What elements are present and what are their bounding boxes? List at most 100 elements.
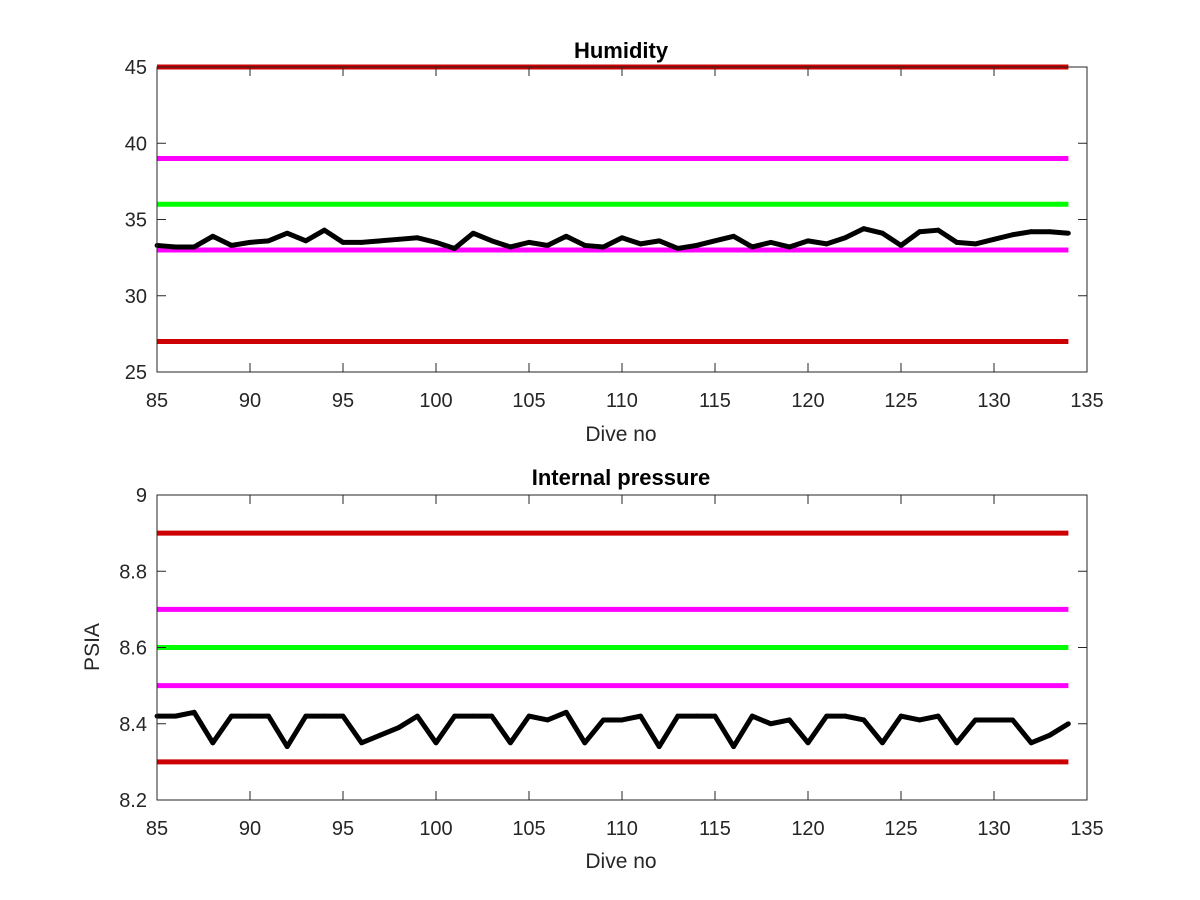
humidity-data-point [954, 239, 960, 245]
pressure-data-point [973, 717, 978, 723]
humidity-data-point [1010, 232, 1015, 238]
humidity-series [156, 226, 1069, 251]
humidity-x-ticks: 85 90 95 100 105 110 115 120 125 130 135 [146, 67, 1104, 412]
humidity-x-tick-label: 105 [512, 390, 545, 412]
pressure-y-tick-label: 8.4 [119, 714, 147, 736]
humidity-data-point [303, 238, 309, 244]
pressure-data-point [917, 717, 922, 723]
humidity-data-point [508, 244, 513, 250]
pressure-data-point [173, 713, 179, 719]
pressure-data-point [861, 717, 867, 723]
pressure-data-point [433, 740, 439, 746]
humidity-data-point [731, 233, 736, 239]
humidity-data-point [340, 239, 346, 245]
humidity-data-point [210, 233, 216, 239]
humidity-chart: 85 90 95 100 105 110 115 120 125 130 135 25 30 35 40 4… [125, 38, 1104, 446]
pressure-data-point [508, 740, 513, 746]
humidity-y-tick-label: 25 [125, 362, 147, 384]
pressure-series [157, 709, 1070, 750]
pressure-x-tick-label: 105 [512, 818, 545, 840]
humidity-data-point [563, 233, 569, 239]
pressure-y-tick-label: 8.8 [119, 561, 147, 583]
pressure-data-point [303, 713, 309, 719]
pressure-title: Internal pressure [532, 465, 711, 490]
humidity-x-tick-label: 100 [419, 390, 452, 412]
pressure-data-point [991, 717, 997, 723]
humidity-data-point [712, 238, 718, 244]
pressure-points [154, 709, 1071, 750]
pressure-data-point [526, 713, 532, 719]
humidity-x-tick-label: 115 [699, 390, 731, 412]
humidity-data-point [842, 235, 848, 241]
pressure-data-point [210, 740, 216, 746]
pressure-data-point [1010, 717, 1015, 723]
pressure-data-point [787, 717, 792, 723]
humidity-data-point [452, 246, 457, 251]
humidity-x-tick-label: 85 [146, 390, 168, 412]
humidity-data-point [935, 227, 941, 233]
pressure-data-point [340, 713, 346, 719]
pressure-data-point [247, 713, 253, 719]
pressure-data-point [805, 740, 811, 746]
humidity-y-tick-label: 40 [125, 133, 147, 155]
humidity-x-tick-label: 130 [977, 390, 1010, 412]
pressure-data-point [880, 740, 885, 746]
humidity-data-point [545, 243, 550, 248]
humidity-x-tick-label: 125 [884, 390, 917, 412]
pressure-data-point [1066, 721, 1071, 727]
pressure-data-point [396, 725, 402, 730]
humidity-data-point [787, 244, 792, 250]
pressure-y-tick-label: 8.6 [119, 638, 147, 660]
pressure-data-point [191, 709, 197, 715]
pressure-data-point [898, 713, 904, 719]
pressure-data-line-0 [157, 709, 1070, 750]
humidity-data-point [191, 244, 197, 250]
pressure-y-axis-label: PSIA [81, 623, 104, 671]
humidity-data-point [396, 236, 402, 242]
pressure-data-point [563, 709, 569, 715]
humidity-plot-area [157, 67, 1087, 372]
humidity-data-point [173, 244, 179, 250]
pressure-data-point [415, 713, 420, 719]
humidity-data-point [749, 244, 755, 250]
humidity-y-tick-label: 45 [125, 57, 147, 79]
pressure-chart: 85 90 95 100 105 110 115 120 125 130 135 8.2 8.4 8.6… [81, 465, 1104, 873]
humidity-data-point [898, 243, 904, 248]
pressure-x-tick-label: 100 [419, 818, 452, 840]
humidity-data-point [322, 227, 327, 233]
humidity-data-point [917, 229, 922, 235]
humidity-data-point [991, 236, 997, 242]
pressure-y-tick-label: 9 [136, 485, 147, 507]
pressure-data-point [935, 713, 941, 719]
pressure-data-point [1047, 732, 1053, 738]
pressure-data-point [377, 732, 383, 738]
pressure-x-tick-label: 85 [146, 818, 168, 840]
humidity-data-point [266, 238, 271, 244]
humidity-x-axis-label: Dive no [585, 423, 656, 446]
humidity-data-point [582, 243, 588, 248]
humidity-x-tick-label: 120 [791, 390, 824, 412]
pressure-data-point [749, 713, 755, 719]
humidity-data-point [880, 230, 885, 236]
pressure-data-point [229, 713, 234, 719]
pressure-data-point [619, 717, 625, 723]
humidity-data-point [1066, 230, 1071, 236]
pressure-data-point [638, 713, 643, 719]
humidity-data-point [861, 226, 867, 232]
humidity-data-point [619, 235, 625, 241]
humidity-data-point [601, 244, 606, 250]
pressure-data-point [582, 740, 588, 746]
pressure-data-point [322, 713, 327, 719]
pressure-x-tick-label: 125 [884, 818, 917, 840]
humidity-data-point [470, 230, 476, 236]
pressure-data-point [656, 744, 662, 750]
humidity-data-line-0 [156, 226, 1069, 251]
pressure-data-point [601, 717, 606, 723]
pressure-data-point [489, 713, 495, 719]
pressure-data-point [731, 744, 736, 750]
humidity-y-ticks: 25 30 35 40 45 [125, 57, 1087, 384]
pressure-data-point [266, 713, 271, 719]
pressure-data-point [284, 744, 290, 750]
humidity-data-point [489, 238, 495, 244]
